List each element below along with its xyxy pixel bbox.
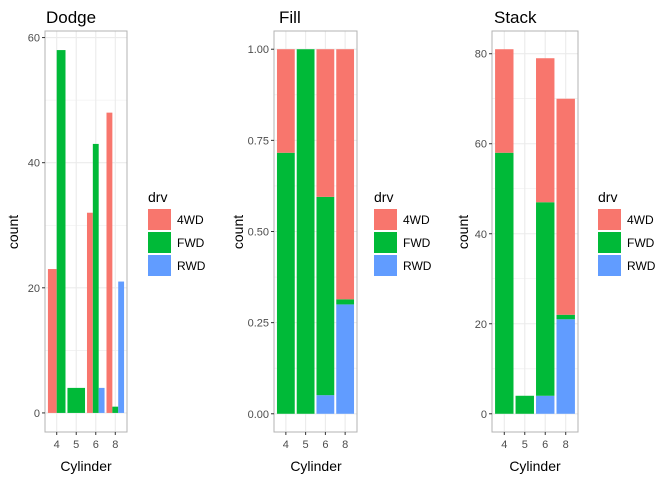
dodge-x-tick-label: 5 <box>73 439 79 451</box>
dodge-bar-4wd-cyl-6 <box>86 212 93 413</box>
stack-legend-label-rwd: RWD <box>627 259 656 273</box>
stack-legend-label-4wd: 4WD <box>627 213 654 227</box>
fill-bar-fwd-cyl-4 <box>276 152 295 414</box>
stack-x-axis-title: Cylinder <box>509 458 561 474</box>
dodge-bar-rwd-cyl-6 <box>98 387 105 413</box>
stack-y-tick-label: 40 <box>475 229 487 241</box>
dodge-x-tick-label: 6 <box>93 439 99 451</box>
dodge-x-axis-title: Cylinder <box>60 458 112 474</box>
dodge-bar-fwd-cyl-5 <box>67 387 86 413</box>
fill-y-tick-label: 1.00 <box>248 44 269 56</box>
stack-bar-4wd-cyl-8 <box>556 98 575 315</box>
stack-panel-border <box>491 30 579 433</box>
stack-bar-4wd-cyl-4 <box>495 49 514 153</box>
stack-y-tick-label: 60 <box>475 139 487 151</box>
stack-x-tick-label: 5 <box>522 439 528 451</box>
dodge-y-tick-label: 0 <box>34 408 40 420</box>
dodge-legend-key-4wd <box>148 209 171 230</box>
dodge-x-tick-label: 8 <box>112 439 118 451</box>
stack-x-tick-label: 4 <box>501 439 507 451</box>
fill-y-tick-label: 0.50 <box>248 227 269 239</box>
fill-legend-key-fwd <box>374 232 397 253</box>
fill-bar-rwd-cyl-8 <box>336 304 355 414</box>
stack-chart: Stack 0 20 40 60 80 4 5 6 8 Cylinder count drv 4W… <box>455 8 656 474</box>
dodge-legend-label-4wd: 4WD <box>177 213 204 227</box>
stack-x-tick-label: 6 <box>542 439 548 451</box>
fill-legend-label-4wd: 4WD <box>403 213 430 227</box>
dodge-legend-label-fwd: FWD <box>177 236 205 250</box>
fill-legend-title: drv <box>374 189 393 205</box>
fill-y-axis-title: count <box>230 215 246 249</box>
dodge-bar-rwd-cyl-8 <box>118 281 125 413</box>
fill-bar-fwd-cyl-5 <box>296 49 315 414</box>
stack-legend-label-fwd: FWD <box>627 236 655 250</box>
stack-bar-fwd-cyl-8 <box>556 314 575 320</box>
dodge-panel-border <box>44 30 128 433</box>
dodge-y-tick-label: 60 <box>28 33 40 45</box>
fill-plot-area: 0.00 0.25 0.50 0.75 1.00 4 5 6 8 <box>248 30 358 451</box>
dodge-legend-key-rwd <box>148 255 171 276</box>
dodge-bar-fwd-cyl-6 <box>92 143 99 413</box>
dodge-x-tick-label: 4 <box>54 439 60 451</box>
fill-bar-fwd-cyl-6 <box>316 196 335 396</box>
fill-y-tick-label: 0.75 <box>248 135 269 147</box>
fill-bar-4wd-cyl-6 <box>316 49 335 197</box>
stack-bar-4wd-cyl-6 <box>536 58 555 203</box>
stack-title: Stack <box>494 8 537 27</box>
stack-y-tick-label: 20 <box>475 319 487 331</box>
dodge-bar-fwd-cyl-4 <box>56 50 66 413</box>
fill-bar-rwd-cyl-6 <box>316 395 335 414</box>
dodge-bar-4wd-cyl-4 <box>47 269 57 413</box>
stack-bar-rwd-cyl-6 <box>536 395 555 414</box>
fill-legend-key-4wd <box>374 209 397 230</box>
fill-chart: Fill 0.00 0.25 0.50 0.75 1.00 4 5 6 8 Cylinder c… <box>230 8 432 474</box>
dodge-y-tick-label: 20 <box>28 283 40 295</box>
fill-x-tick-label: 6 <box>322 439 328 451</box>
fill-y-tick-label: 0.25 <box>248 318 269 330</box>
stack-plot-area: 0 20 40 60 80 4 5 6 8 <box>475 30 579 451</box>
fill-legend: drv 4WD FWD RWD <box>374 189 432 276</box>
fill-bar-fwd-cyl-8 <box>336 299 355 305</box>
fill-legend-label-fwd: FWD <box>403 236 431 250</box>
stack-bar-fwd-cyl-5 <box>515 395 534 414</box>
stack-legend-key-rwd <box>598 255 621 276</box>
stack-bar-fwd-cyl-6 <box>536 202 555 396</box>
fill-x-tick-label: 4 <box>283 439 289 451</box>
dodge-title: Dodge <box>46 8 96 27</box>
fill-bar-4wd-cyl-8 <box>336 49 355 300</box>
dodge-y-tick-label: 40 <box>28 158 40 170</box>
dodge-chart: Dodge 0 20 40 60 4 5 6 8 Cylinder count drv 4WD F… <box>5 8 206 474</box>
stack-y-axis-title: count <box>455 215 471 249</box>
fill-y-tick-label: 0.00 <box>248 409 269 421</box>
stack-legend-key-4wd <box>598 209 621 230</box>
stack-bar-fwd-cyl-4 <box>495 152 514 414</box>
fill-x-axis-title: Cylinder <box>290 458 342 474</box>
dodge-bar-fwd-cyl-8 <box>112 406 119 413</box>
stack-legend: drv 4WD FWD RWD <box>598 189 656 276</box>
dodge-legend-title: drv <box>148 189 167 205</box>
dodge-legend: drv 4WD FWD RWD <box>148 189 206 276</box>
dodge-plot-area: 0 20 40 60 4 5 6 8 <box>28 30 128 451</box>
fill-title: Fill <box>279 8 301 27</box>
dodge-legend-key-fwd <box>148 232 171 253</box>
fill-x-tick-label: 8 <box>342 439 348 451</box>
dodge-legend-label-rwd: RWD <box>177 259 206 273</box>
fill-legend-label-rwd: RWD <box>403 259 432 273</box>
stack-y-tick-label: 80 <box>475 49 487 61</box>
stack-y-tick-label: 0 <box>481 409 487 421</box>
fill-x-tick-label: 5 <box>303 439 309 451</box>
stack-x-tick-label: 8 <box>563 439 569 451</box>
stack-bar-rwd-cyl-8 <box>556 319 575 414</box>
dodge-bar-4wd-cyl-8 <box>106 112 113 413</box>
stack-legend-key-fwd <box>598 232 621 253</box>
dodge-y-axis-title: count <box>5 215 21 249</box>
fill-bar-4wd-cyl-4 <box>276 49 295 153</box>
fill-legend-key-rwd <box>374 255 397 276</box>
stack-legend-title: drv <box>598 189 617 205</box>
